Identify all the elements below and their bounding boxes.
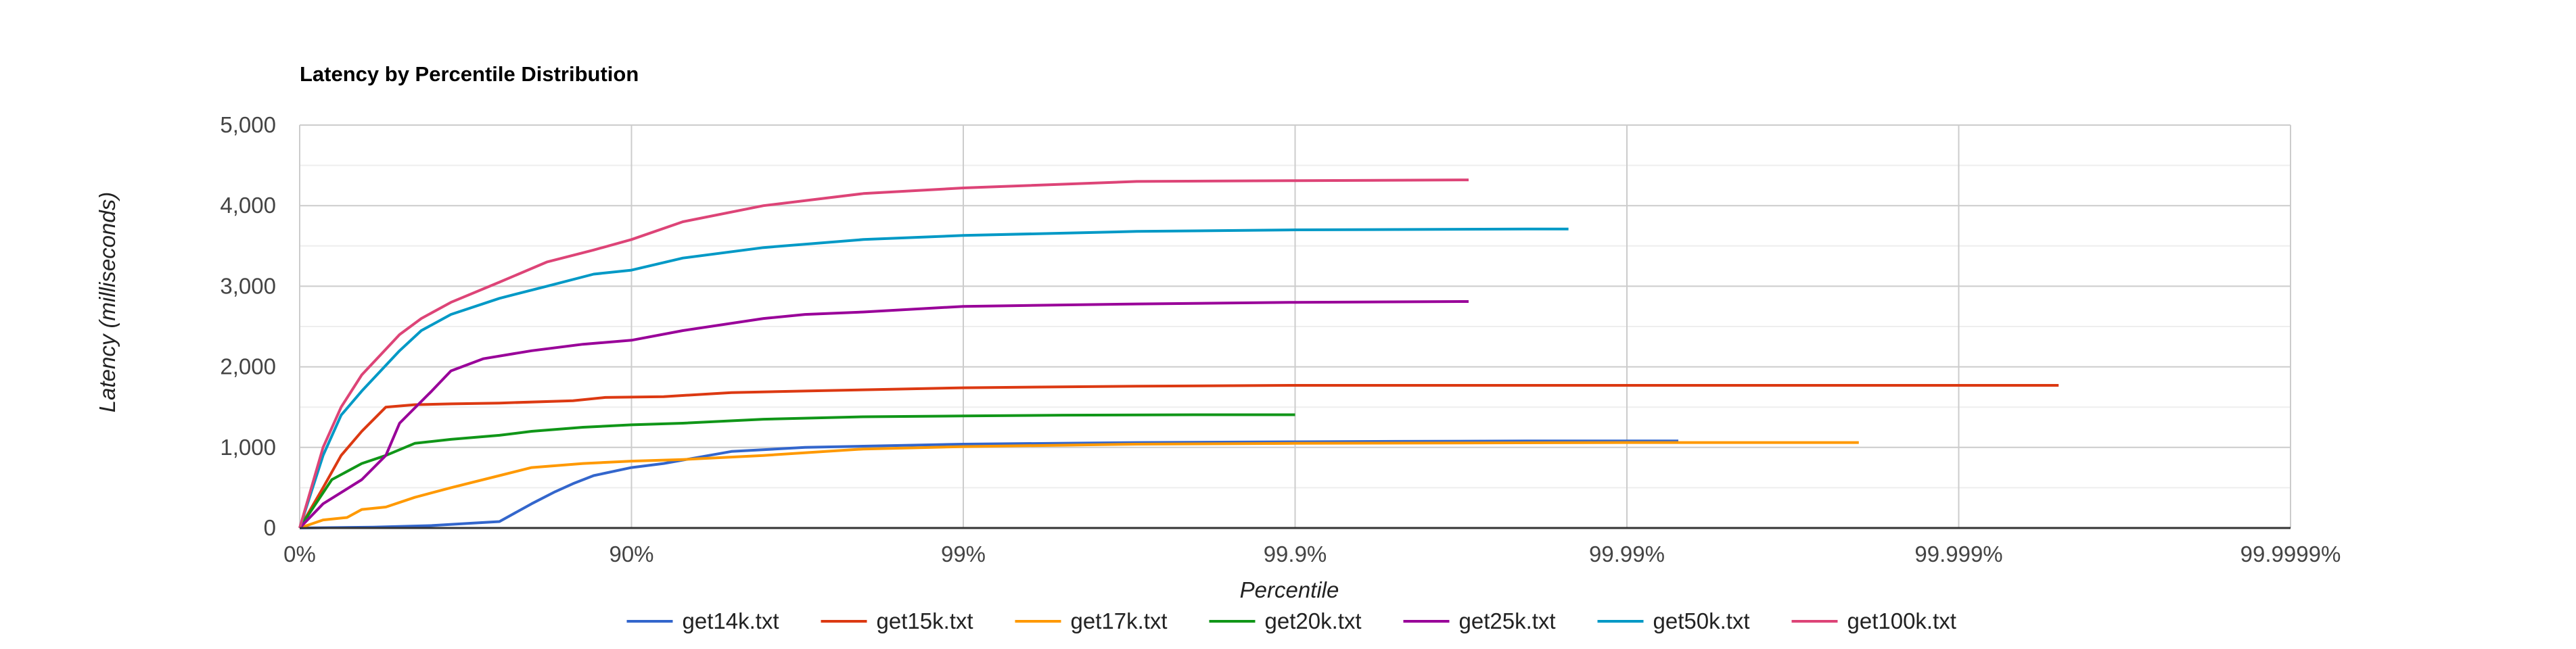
legend-label: get15k.txt (877, 608, 973, 633)
legend-label: get20k.txt (1265, 608, 1362, 633)
legend-item[interactable]: get14k.txt (626, 608, 779, 633)
y-tick-label: 4,000 (220, 193, 276, 218)
y-tick-label: 5,000 (220, 112, 276, 137)
legend-label: get17k.txt (1071, 608, 1168, 633)
legend-item[interactable]: get100k.txt (1791, 608, 1956, 633)
x-tick-label: 99.99% (1589, 542, 1665, 567)
y-tick-label: 3,000 (220, 273, 276, 298)
series-layer (298, 178, 2059, 529)
chart-title: Latency by Percentile Distribution (300, 62, 639, 86)
y-tick-label: 1,000 (220, 435, 276, 460)
series-line-get25k-txt (298, 300, 1469, 529)
legend-label: get25k.txt (1459, 608, 1556, 633)
series-line-get20k-txt (298, 413, 1295, 529)
legend-item[interactable]: get15k.txt (821, 608, 973, 633)
x-tick-label: 90% (609, 542, 653, 567)
legend-label: get14k.txt (683, 608, 779, 633)
series-line-get14k-txt (299, 439, 1678, 529)
legend-label: get100k.txt (1847, 608, 1956, 633)
legend-item[interactable]: get25k.txt (1403, 608, 1556, 633)
x-tick-label: 99.999% (1914, 542, 2002, 567)
grid-layer (299, 124, 2291, 528)
y-tick-label: 2,000 (220, 354, 276, 379)
y-axis-title: Latency (milliseconds) (95, 192, 120, 412)
x-tick-label: 99% (941, 542, 986, 567)
series-line-get15k-txt (298, 384, 2059, 529)
series-line-get100k-txt (298, 178, 1469, 529)
series-line-get50k-txt (298, 227, 1569, 529)
x-tick-label: 99.9999% (2240, 542, 2341, 567)
legend-label: get50k.txt (1653, 608, 1750, 633)
legend-item[interactable]: get17k.txt (1015, 608, 1168, 633)
legend-item[interactable]: get20k.txt (1209, 608, 1362, 633)
y-tick-label: 0 (264, 515, 276, 540)
x-axis-title: Percentile (1240, 577, 1339, 602)
legend-item[interactable]: get50k.txt (1597, 608, 1750, 633)
series-line-get17k-txt (299, 441, 1859, 529)
x-tick-label: 99.9% (1264, 542, 1327, 567)
x-tick-label: 0% (283, 542, 316, 567)
tick-labels: 0 1,000 2,000 3,000 4,000 5,000 0% 90% 99% 99.9% 9… (220, 112, 2341, 567)
legend: get14k.txt get15k.txt get17k.txt get20k.txt… (626, 608, 1956, 633)
